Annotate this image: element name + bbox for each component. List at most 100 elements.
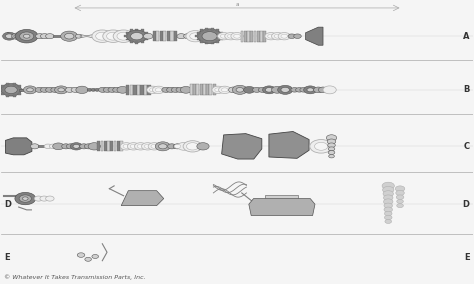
Circle shape xyxy=(30,144,39,149)
Circle shape xyxy=(23,34,30,38)
Circle shape xyxy=(150,88,156,92)
Circle shape xyxy=(383,195,393,201)
Circle shape xyxy=(127,30,147,42)
Bar xyxy=(37,145,45,147)
Bar xyxy=(126,39,128,40)
Polygon shape xyxy=(249,199,315,216)
Circle shape xyxy=(76,86,88,93)
Circle shape xyxy=(117,86,128,93)
Bar xyxy=(197,39,200,40)
Circle shape xyxy=(212,86,224,93)
Bar xyxy=(136,42,138,44)
Circle shape xyxy=(383,199,393,204)
Circle shape xyxy=(107,32,120,40)
Circle shape xyxy=(244,86,255,93)
Circle shape xyxy=(300,87,308,92)
Circle shape xyxy=(396,195,404,199)
Circle shape xyxy=(221,88,228,92)
Circle shape xyxy=(91,88,96,91)
Circle shape xyxy=(35,87,44,92)
Bar xyxy=(211,28,214,30)
Bar xyxy=(216,41,219,43)
Circle shape xyxy=(186,31,205,42)
Bar xyxy=(18,93,21,95)
Circle shape xyxy=(395,186,405,191)
Text: C: C xyxy=(464,142,470,151)
Circle shape xyxy=(34,196,43,201)
Circle shape xyxy=(44,144,52,149)
Bar xyxy=(120,141,123,151)
Circle shape xyxy=(14,34,19,38)
Bar xyxy=(117,141,120,151)
Text: B: B xyxy=(4,85,11,94)
Bar xyxy=(13,95,16,97)
Circle shape xyxy=(23,86,36,94)
Circle shape xyxy=(46,87,54,92)
Circle shape xyxy=(278,32,291,40)
Circle shape xyxy=(384,207,392,212)
Polygon shape xyxy=(269,131,309,158)
Bar xyxy=(145,32,148,34)
Circle shape xyxy=(120,143,133,150)
Circle shape xyxy=(40,196,48,201)
Circle shape xyxy=(92,30,113,42)
Bar xyxy=(244,31,247,41)
Circle shape xyxy=(314,87,323,93)
Circle shape xyxy=(228,87,238,93)
Circle shape xyxy=(5,34,13,38)
Circle shape xyxy=(148,143,160,150)
Circle shape xyxy=(71,87,80,92)
Circle shape xyxy=(190,33,201,39)
Circle shape xyxy=(272,86,283,93)
Circle shape xyxy=(99,87,107,92)
Circle shape xyxy=(288,34,296,38)
Circle shape xyxy=(19,32,34,40)
Circle shape xyxy=(131,32,143,40)
Bar xyxy=(247,31,250,41)
Circle shape xyxy=(15,192,36,205)
Circle shape xyxy=(85,257,91,261)
Bar xyxy=(210,84,212,95)
Circle shape xyxy=(103,87,112,92)
Circle shape xyxy=(253,87,261,92)
Bar xyxy=(136,29,138,30)
Circle shape xyxy=(153,86,164,93)
Polygon shape xyxy=(222,133,262,159)
Bar xyxy=(219,39,222,40)
Circle shape xyxy=(88,143,100,150)
Bar xyxy=(174,31,177,41)
Circle shape xyxy=(2,32,16,40)
Bar xyxy=(171,31,173,41)
Circle shape xyxy=(202,32,217,41)
Bar xyxy=(250,31,253,41)
Circle shape xyxy=(145,144,151,148)
Circle shape xyxy=(397,199,403,203)
Circle shape xyxy=(328,147,335,151)
Circle shape xyxy=(396,190,404,195)
Polygon shape xyxy=(306,27,323,45)
Bar xyxy=(167,31,170,41)
Circle shape xyxy=(117,32,130,40)
Circle shape xyxy=(218,32,230,40)
Bar xyxy=(0,89,1,91)
Bar xyxy=(254,31,256,41)
Circle shape xyxy=(113,30,134,42)
Bar xyxy=(107,141,110,151)
Circle shape xyxy=(177,142,191,150)
Bar xyxy=(140,85,144,95)
Circle shape xyxy=(228,34,234,38)
Bar xyxy=(260,31,263,41)
Circle shape xyxy=(318,87,328,93)
Bar xyxy=(137,85,140,95)
Bar xyxy=(124,35,127,37)
Bar xyxy=(1,93,4,95)
Bar xyxy=(205,28,208,30)
Bar xyxy=(53,35,66,37)
Circle shape xyxy=(263,86,276,94)
Bar xyxy=(205,43,208,45)
Circle shape xyxy=(265,32,277,40)
Circle shape xyxy=(22,197,28,200)
Circle shape xyxy=(135,143,147,150)
Bar xyxy=(141,41,144,43)
Circle shape xyxy=(137,144,144,148)
